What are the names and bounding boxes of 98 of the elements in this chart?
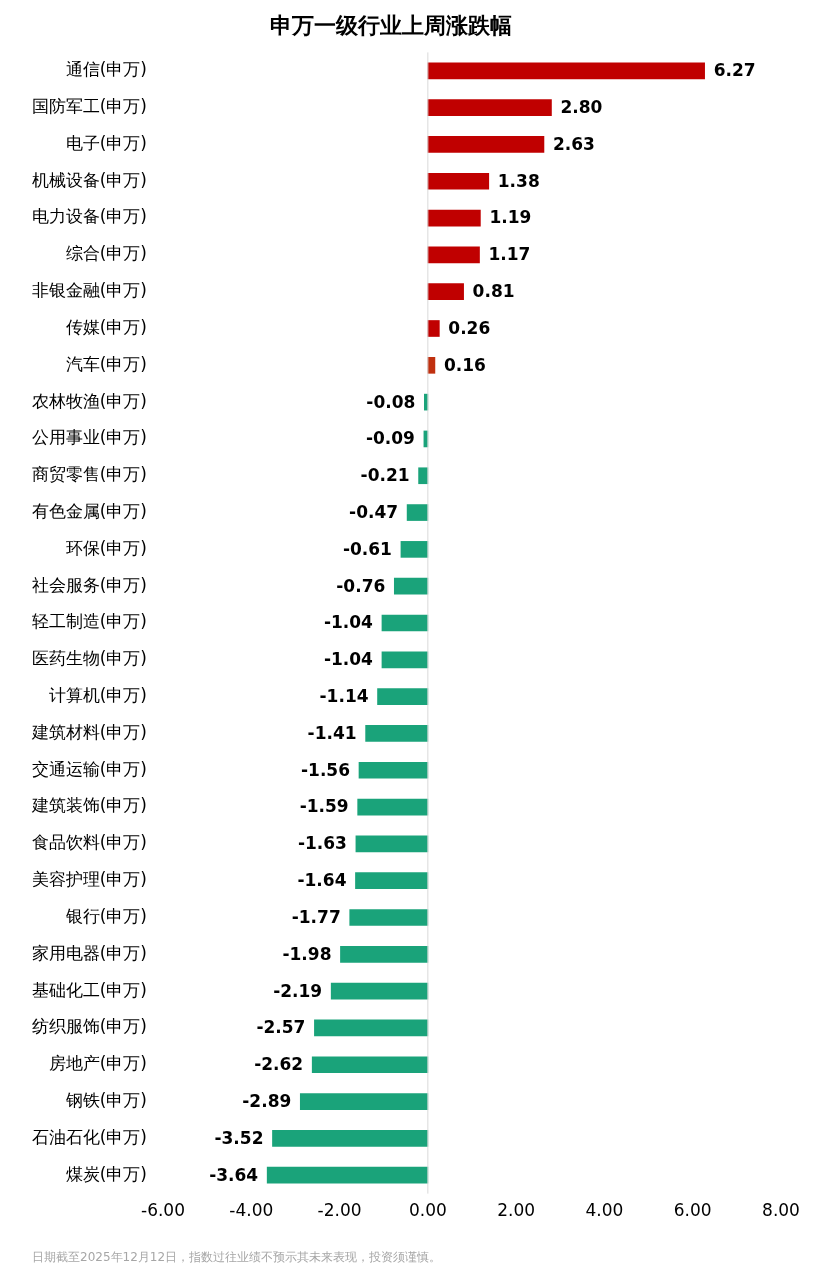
y-tick-label: 轻工制造(申万) [31, 611, 147, 632]
data-label: -1.77 [291, 906, 341, 927]
bar [330, 982, 429, 1000]
data-label: 1.19 [489, 207, 532, 228]
bar [427, 62, 705, 80]
bar [357, 798, 429, 816]
data-label: -0.21 [360, 465, 410, 486]
bar [406, 504, 429, 521]
bar [427, 172, 490, 190]
data-label: 0.81 [472, 281, 515, 302]
bar [311, 1056, 429, 1074]
y-tick-label: 农林牧渔(申万) [31, 390, 147, 411]
bar [377, 688, 429, 705]
bar [340, 945, 429, 963]
data-label: -2.57 [256, 1017, 306, 1038]
data-label: 0.16 [443, 354, 486, 375]
x-tick-label: -6.00 [141, 1200, 185, 1221]
y-tick-label: 社会服务(申万) [31, 574, 147, 595]
bar [427, 246, 480, 264]
data-label: -1.14 [319, 686, 369, 707]
bar [349, 909, 429, 926]
bar [427, 209, 481, 227]
data-label: -1.04 [323, 649, 374, 670]
y-tick-label: 建筑材料(申万) [30, 721, 147, 742]
y-tick-label: 交通运输(申万) [31, 758, 147, 779]
bar [365, 725, 429, 742]
bar [400, 541, 429, 558]
bar [355, 872, 429, 890]
data-label: -3.64 [209, 1164, 259, 1185]
x-tick-label: 6.00 [673, 1200, 712, 1221]
data-label: -0.09 [365, 428, 415, 449]
x-tick-label: 2.00 [497, 1200, 536, 1221]
bar [427, 283, 464, 301]
bar [358, 761, 429, 779]
data-label: -1.41 [307, 722, 357, 743]
data-label: -2.62 [254, 1054, 304, 1075]
data-label: 1.38 [497, 170, 540, 191]
y-tick-label: 煤炭(申万) [65, 1163, 147, 1184]
y-tick-label: 商贸零售(申万) [31, 464, 147, 485]
bar [427, 99, 552, 116]
y-tick-label: 计算机(申万) [48, 685, 147, 706]
chart-title: 申万一级行业上周涨跌幅 [269, 12, 512, 38]
y-tick-label: 非银金融(申万) [31, 280, 147, 301]
data-label: 6.27 [713, 60, 756, 81]
y-tick-label: 家用电器(申万) [31, 942, 147, 963]
y-tick-label: 电力设备(申万) [31, 206, 147, 227]
data-label: 1.17 [488, 244, 531, 265]
bar [266, 1166, 429, 1184]
data-label: 2.80 [560, 97, 603, 118]
x-tick-label: -2.00 [317, 1200, 362, 1221]
data-label: -1.64 [297, 870, 347, 891]
bar [381, 651, 429, 669]
bar [272, 1130, 429, 1147]
data-label: -0.08 [366, 391, 416, 412]
data-label: -0.76 [336, 575, 386, 596]
bar [314, 1019, 429, 1037]
bar [299, 1093, 429, 1110]
y-tick-label: 钢铁(申万) [64, 1089, 147, 1110]
y-tick-label: 国防军工(申万) [31, 96, 147, 117]
x-tick-label: -4.00 [229, 1200, 274, 1221]
y-tick-label: 基础化工(申万) [31, 979, 147, 1000]
data-label: -1.04 [323, 612, 374, 633]
bar [427, 136, 545, 153]
y-tick-label: 电子(申万) [65, 132, 147, 153]
y-tick-label: 纺织服饰(申万) [31, 1016, 147, 1037]
bar [381, 614, 429, 632]
data-label: -2.19 [273, 980, 323, 1001]
data-label: 2.63 [552, 133, 595, 154]
y-tick-label: 机械设备(申万) [31, 169, 147, 190]
data-label: 0.26 [448, 317, 491, 338]
bar [393, 577, 429, 595]
data-label: -1.98 [282, 943, 332, 964]
text: 日期截至2025年12月12日，指数过往业绩不预示其未来表现，投资须谨慎。 [32, 1250, 442, 1265]
x-tick-label: 4.00 [585, 1200, 624, 1221]
x-tick-label: 0.00 [408, 1200, 447, 1221]
y-tick-label: 有色金属(申万) [31, 500, 147, 521]
y-tick-label: 汽车(申万) [65, 353, 147, 374]
data-label: -1.59 [299, 796, 349, 817]
x-tick-label: 8.00 [762, 1200, 800, 1221]
data-label: -0.61 [342, 538, 392, 559]
y-tick-label: 公用事业(申万) [31, 427, 147, 448]
data-label: -3.52 [214, 1127, 264, 1148]
data-label: -1.56 [300, 759, 350, 780]
y-tick-label: 石油石化(申万) [31, 1126, 147, 1147]
y-tick-label: 食品饮料(申万) [31, 832, 147, 853]
y-tick-label: 医药生物(申万) [31, 648, 147, 669]
data-label: -0.47 [349, 501, 399, 522]
y-tick-label: 通信(申万) [65, 59, 147, 80]
y-tick-label: 综合(申万) [65, 243, 147, 264]
y-tick-label: 美容护理(申万) [31, 869, 147, 890]
y-tick-label: 房地产(申万) [48, 1053, 147, 1074]
data-label: -2.89 [242, 1090, 292, 1111]
data-label: -1.63 [297, 833, 347, 854]
y-tick-label: 银行(申万) [64, 905, 147, 926]
y-tick-label: 环保(申万) [65, 537, 147, 558]
y-tick-label: 传媒(申万) [65, 316, 147, 337]
bar [355, 835, 429, 853]
y-tick-label: 建筑装饰(申万) [30, 795, 147, 816]
